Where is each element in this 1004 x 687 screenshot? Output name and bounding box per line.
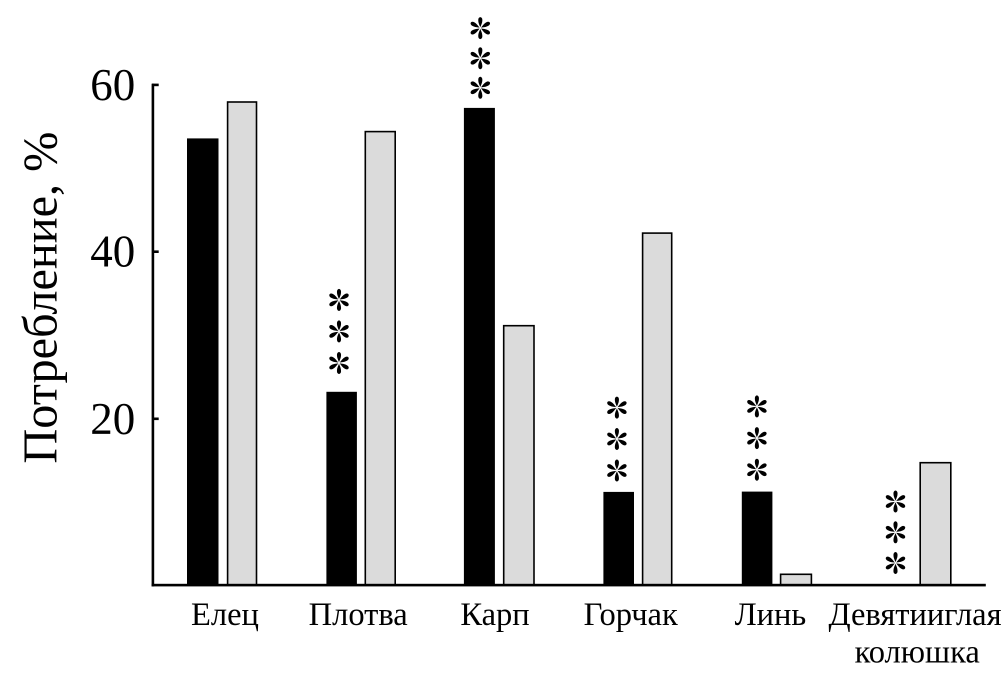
svg-text:Плотва: Плотва	[309, 597, 408, 633]
svg-text:колюшка: колюшка	[855, 635, 980, 671]
svg-text:Потребление, %: Потребление, %	[12, 132, 67, 464]
svg-text:Горчак: Горчак	[584, 597, 678, 633]
svg-text:40: 40	[90, 227, 135, 277]
svg-text:Карп: Карп	[460, 597, 529, 633]
svg-text:60: 60	[90, 60, 135, 110]
svg-text:Девятииглая: Девятииглая	[828, 597, 1001, 633]
svg-text:Елец: Елец	[191, 597, 259, 633]
svg-text:Линь: Линь	[735, 597, 807, 633]
svg-text:20: 20	[90, 394, 135, 444]
